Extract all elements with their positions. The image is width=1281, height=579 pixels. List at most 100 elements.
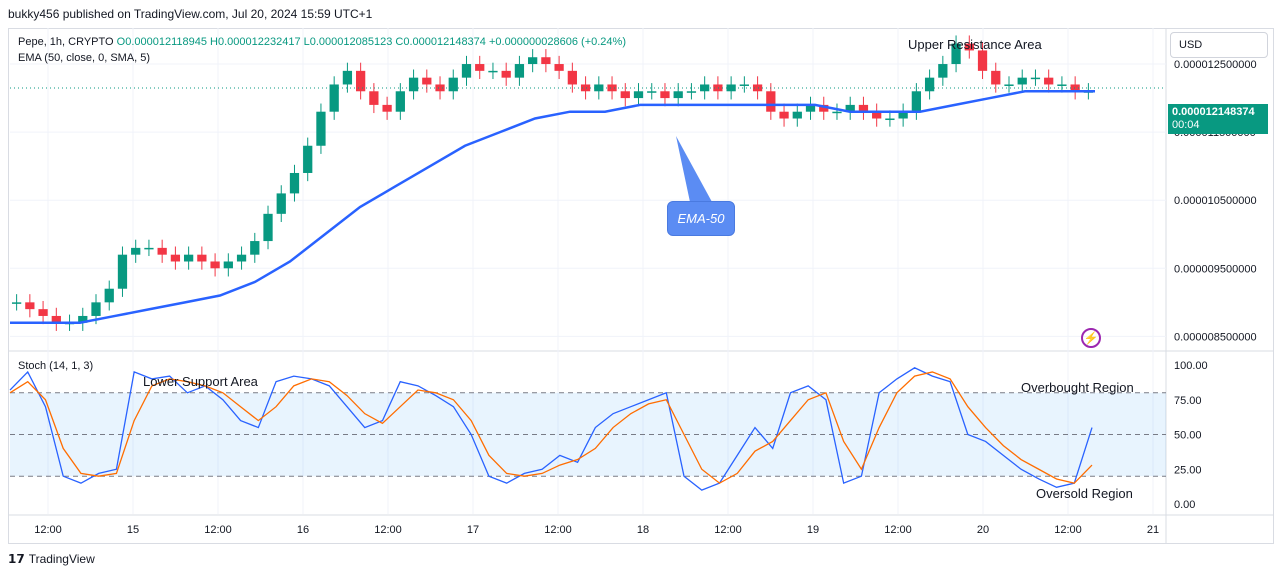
candle-body	[1057, 84, 1067, 86]
ema50-line	[10, 90, 1095, 325]
candle-body	[435, 84, 445, 92]
candle-body	[686, 91, 697, 93]
time-tick-label: 12:00	[1054, 524, 1082, 536]
candle-body	[832, 111, 842, 114]
candle-body	[951, 43, 961, 65]
candle-body	[131, 247, 141, 255]
candle-body	[197, 254, 207, 262]
candle-body	[223, 261, 233, 269]
candle-body	[395, 91, 405, 112]
oversold-label: Oversold Region	[1036, 486, 1133, 501]
tradingview-logo-icon: 𝟭𝟳	[8, 552, 25, 566]
candle-body	[633, 91, 644, 99]
time-tick-label: 12:00	[374, 524, 402, 536]
bar-countdown: 00:04	[1172, 119, 1200, 131]
candle-body	[1017, 77, 1027, 85]
candle-body	[779, 111, 789, 119]
candle-body	[408, 77, 419, 92]
candle-body	[210, 261, 220, 269]
stoch-tick-label: 50.00	[1174, 430, 1202, 442]
stoch-tick-label: 75.00	[1174, 395, 1202, 407]
candle-body	[170, 254, 181, 262]
time-tick-label: 12:00	[204, 524, 232, 536]
candle-body	[752, 84, 763, 92]
candle-body	[422, 77, 432, 85]
candle-body	[977, 50, 988, 71]
candle-body	[1044, 77, 1054, 85]
candle-body	[117, 254, 128, 289]
candle-body	[78, 315, 88, 323]
candle-body	[289, 172, 300, 194]
ema-callout[interactable]: EMA-50	[667, 201, 735, 236]
ohlc-values: O0.000012118945 H0.000012232417 L0.00001…	[116, 36, 626, 48]
stoch-tick-label: 100.00	[1174, 360, 1208, 372]
price-tick-label: 0.000009500000	[1174, 263, 1257, 275]
symbol-legend: Pepe, 1h, CRYPTO O0.000012118945 H0.0000…	[18, 35, 626, 50]
stoch-k-line	[9, 367, 1093, 491]
time-tick-label: 17	[467, 524, 479, 536]
stoch-band-layer	[10, 392, 1166, 477]
candle-body	[554, 64, 564, 71]
upper-resistance-label: Upper Resistance Area	[908, 37, 1042, 52]
lower-support-label: Lower Support Area	[143, 374, 258, 389]
candle-body	[885, 118, 895, 121]
candle-body	[911, 91, 922, 112]
candle-body	[819, 104, 829, 112]
stoch-legend: Stoch (14, 1, 3)	[18, 360, 94, 372]
candle-body	[448, 77, 458, 92]
stoch-layer	[9, 367, 1093, 491]
stoch-d-line	[9, 371, 1093, 484]
candle-body	[1070, 84, 1080, 92]
time-tick-label: 12:00	[34, 524, 62, 536]
candle-body	[329, 84, 339, 112]
candle-body	[607, 84, 617, 92]
candle-body	[924, 77, 935, 92]
candle-body	[25, 302, 35, 310]
ema-legend: EMA (50, close, 0, SMA, 5)	[18, 52, 151, 64]
candle-body	[514, 64, 525, 78]
current-price-tag: 0.000012148374 00:04	[1168, 104, 1268, 134]
ema-callout-pointer	[676, 136, 712, 202]
candle-body	[276, 193, 286, 214]
candle-body	[356, 70, 366, 92]
price-tick-label: 0.000010500000	[1174, 195, 1257, 207]
candle-body	[236, 254, 247, 262]
time-tick-label: 21	[1147, 524, 1159, 536]
candle-body	[488, 70, 498, 73]
candle-body	[673, 91, 683, 99]
candle-body	[700, 84, 710, 92]
candle-body	[660, 91, 670, 99]
candle-body	[766, 91, 776, 112]
candle-body	[11, 302, 22, 304]
candle-body	[872, 111, 882, 119]
candle-body	[316, 111, 326, 146]
time-tick-label: 20	[977, 524, 989, 536]
candle-body	[858, 104, 869, 112]
price-tick-label: 0.000008500000	[1174, 331, 1257, 343]
candle-body	[461, 64, 472, 78]
time-tick-label: 16	[297, 524, 309, 536]
candle-body	[726, 84, 736, 92]
time-tick-label: 19	[807, 524, 819, 536]
candle-body	[964, 43, 974, 51]
candle-body	[1030, 77, 1041, 80]
candle-body	[157, 247, 167, 255]
candle-body	[369, 91, 379, 105]
time-tick-label: 12:00	[544, 524, 572, 536]
candle-body	[792, 111, 802, 119]
lightning-icon[interactable]: ⚡	[1081, 328, 1101, 348]
candle-body	[475, 64, 485, 71]
stoch-tick-label: 0.00	[1174, 499, 1195, 511]
time-tick-label: 15	[127, 524, 139, 536]
candle-body	[38, 309, 48, 316]
candle-body	[567, 70, 577, 85]
currency-button[interactable]: USD	[1170, 32, 1268, 58]
candle-body	[528, 57, 538, 65]
candle-body	[263, 213, 273, 242]
candle-body	[144, 247, 154, 250]
time-tick-label: 12:00	[884, 524, 912, 536]
candle-body	[342, 70, 353, 85]
stoch-tick-label: 25.00	[1174, 464, 1202, 476]
candle-body	[104, 288, 114, 303]
